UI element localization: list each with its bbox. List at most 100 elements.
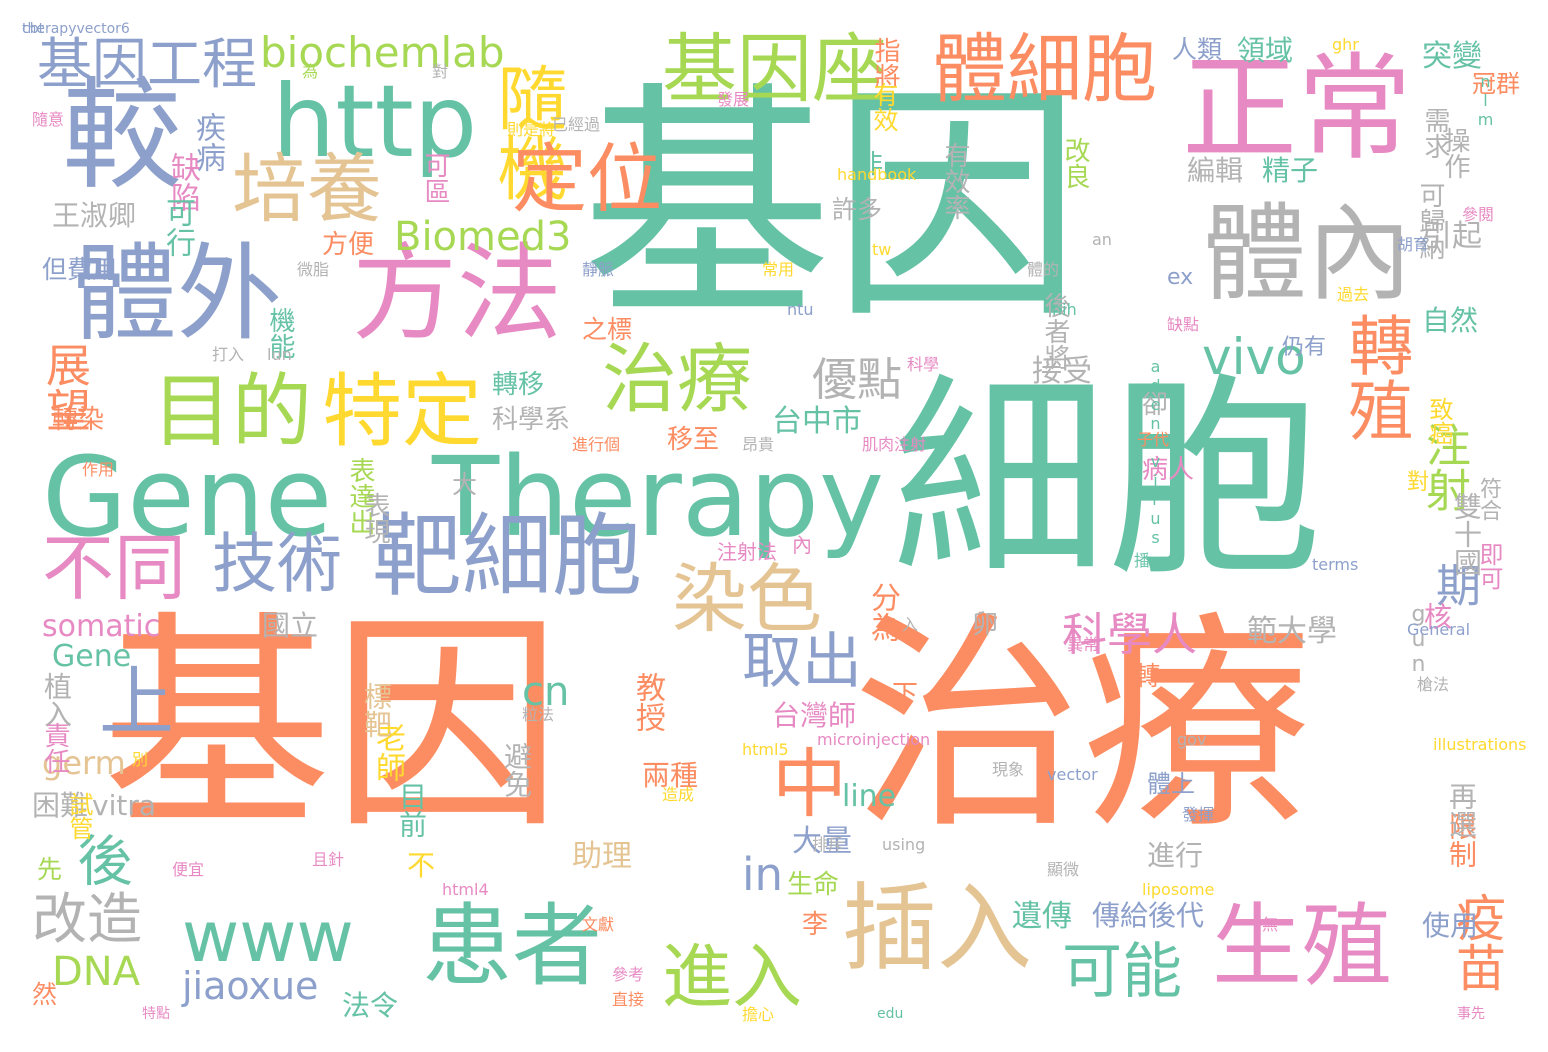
word-cloud-term: 可歸納 (1415, 182, 1445, 260)
word-cloud-term: 再選 (1445, 782, 1478, 838)
word-cloud-term: 基因 (582, 61, 1082, 352)
word-cloud-term: 李 (802, 910, 829, 940)
word-cloud-term: 方法 (352, 233, 563, 355)
word-cloud-term: gov (1177, 730, 1207, 749)
word-cloud-term: 生殖 (1212, 894, 1392, 999)
word-cloud-term: 靜脈 (582, 260, 615, 279)
word-cloud-term: handbook (837, 165, 917, 184)
word-cloud-term: 自然 (1422, 304, 1479, 337)
word-cloud-term: 造成 (662, 785, 695, 804)
word-cloud-term: 體細胞 (932, 25, 1158, 113)
word-cloud-term: 移至 (667, 425, 720, 455)
word-cloud-term: 靶細胞 (372, 504, 642, 609)
word-cloud-term: 改造 (32, 887, 143, 951)
word-cloud-term: 疫苗 (1448, 892, 1506, 992)
word-cloud-term: nih (1052, 300, 1077, 319)
word-cloud-term: gun (1406, 602, 1431, 677)
word-cloud-term: vector (1047, 765, 1098, 784)
word-cloud-term: 標靶 (360, 682, 393, 738)
word-cloud-term: 擔心 (742, 1005, 775, 1024)
word-cloud-term: 致癌 (1425, 397, 1453, 445)
word-cloud-term: in (742, 848, 784, 901)
word-cloud-term: 接受 (1032, 354, 1092, 389)
word-cloud-term: 法令 (342, 989, 399, 1022)
word-cloud-term: 則是將 (507, 120, 556, 139)
word-cloud-term: 肌肉注射 (862, 435, 927, 454)
word-cloud-term: 可區 (420, 152, 450, 204)
word-cloud-term: 大 (452, 470, 478, 499)
word-cloud-term: 內 (792, 533, 812, 557)
word-cloud-term: lun (267, 345, 292, 364)
word-cloud-term: 可行 (160, 197, 195, 257)
word-cloud-term: 基因座 (662, 25, 888, 113)
word-cloud-term: 責任 (40, 722, 70, 774)
word-cloud-term: terms (1312, 555, 1359, 574)
word-cloud-term: DNA (52, 949, 141, 995)
word-cloud-term: 遺傳 (1012, 899, 1072, 934)
word-cloud-term: html4 (442, 880, 489, 899)
word-cloud-canvas: 基因 細胞 基因 治療 Gene Therapy 正常 體內較 http 體外 方法 體細胞 基因座 隨機… (22, 22, 1526, 1030)
word-cloud-term: 表現 (360, 492, 390, 544)
word-cloud-term: 台灣師 (772, 699, 857, 732)
word-cloud-term: 基因 (102, 593, 563, 860)
word-cloud-term: 非 (857, 150, 884, 180)
word-cloud-term: 粒法 (522, 705, 555, 724)
word-cloud-term: 較 (62, 67, 182, 206)
word-cloud-term: 進行 (1147, 839, 1204, 872)
word-cloud-term: cbt (22, 22, 45, 37)
word-cloud-term: 雙十國 (1450, 492, 1483, 576)
word-cloud-term: tw (872, 240, 892, 259)
word-cloud-term: illustrations (1433, 735, 1526, 754)
word-cloud-term: 排斥 (812, 835, 845, 854)
word-cloud-term: 科學人 (1062, 608, 1198, 661)
word-cloud-term: 需求 (1420, 107, 1450, 159)
word-cloud-term: vitra (92, 789, 156, 822)
word-cloud-term: 缺陷 (165, 152, 200, 212)
word-cloud-term: 即可 (1475, 542, 1503, 590)
word-cloud-term: 打入 (212, 345, 245, 364)
word-cloud-term: 缺點 (1167, 315, 1200, 334)
word-cloud-term: 參考 (612, 965, 645, 984)
word-cloud-term: line (842, 779, 897, 814)
word-cloud-term: 精子 (1262, 154, 1319, 187)
word-cloud-term: 微脂 (297, 260, 330, 279)
word-cloud-term: 取出 (742, 627, 862, 697)
word-cloud-term: 已經過 (552, 115, 601, 134)
word-cloud-term: 槍法 (1417, 675, 1450, 694)
word-cloud-term: 發揮 (1182, 805, 1215, 824)
word-cloud-term: vivo (1202, 328, 1306, 386)
word-cloud-term: 有效率 (940, 142, 970, 220)
word-cloud-term: 操作 (1440, 127, 1470, 179)
word-cloud-term: 後 (68, 832, 132, 887)
word-cloud-term: 治療 (602, 335, 753, 423)
word-cloud-term: 使用 (1422, 909, 1479, 942)
word-cloud-term: 體內 (1202, 193, 1413, 315)
word-cloud-term: 困難 (32, 789, 89, 822)
word-cloud-term: 後者將 (1040, 292, 1070, 370)
word-cloud-term: 之標 (582, 315, 633, 344)
word-cloud-term: 助理 (572, 839, 632, 874)
word-cloud-term: adenovirus (1146, 357, 1165, 547)
word-cloud-term: 基因工程 (37, 32, 258, 96)
word-cloud-term: 下 (892, 680, 919, 710)
word-cloud-term: 隨機 (486, 62, 568, 202)
word-cloud-term: 細胞 (892, 354, 1322, 605)
word-cloud-term: 台中市 (772, 404, 862, 439)
word-cloud-term: 為 (302, 62, 319, 81)
word-cloud-term: nlm (1476, 72, 1495, 129)
word-cloud-term: 限制 (1445, 812, 1478, 868)
word-cloud-term: 轉殖 (1337, 312, 1412, 442)
word-cloud-term: 符合 (1476, 477, 1501, 521)
word-cloud-term: 作用 (82, 460, 115, 479)
word-cloud-term: 生命 (787, 870, 840, 900)
word-cloud-term: Biomed3 (394, 214, 572, 260)
word-cloud-term: General (1407, 620, 1471, 639)
word-cloud-term: 胡育 (1397, 235, 1430, 254)
word-cloud-term: cn (522, 669, 570, 715)
word-cloud-term: 科學 (907, 355, 940, 374)
word-cloud-term: 王淑卿 (52, 199, 137, 232)
word-cloud-term: 改良 (1060, 137, 1090, 189)
word-cloud-term: 體的 (1027, 260, 1060, 279)
word-cloud-term: 傳給後代 (1092, 899, 1205, 932)
